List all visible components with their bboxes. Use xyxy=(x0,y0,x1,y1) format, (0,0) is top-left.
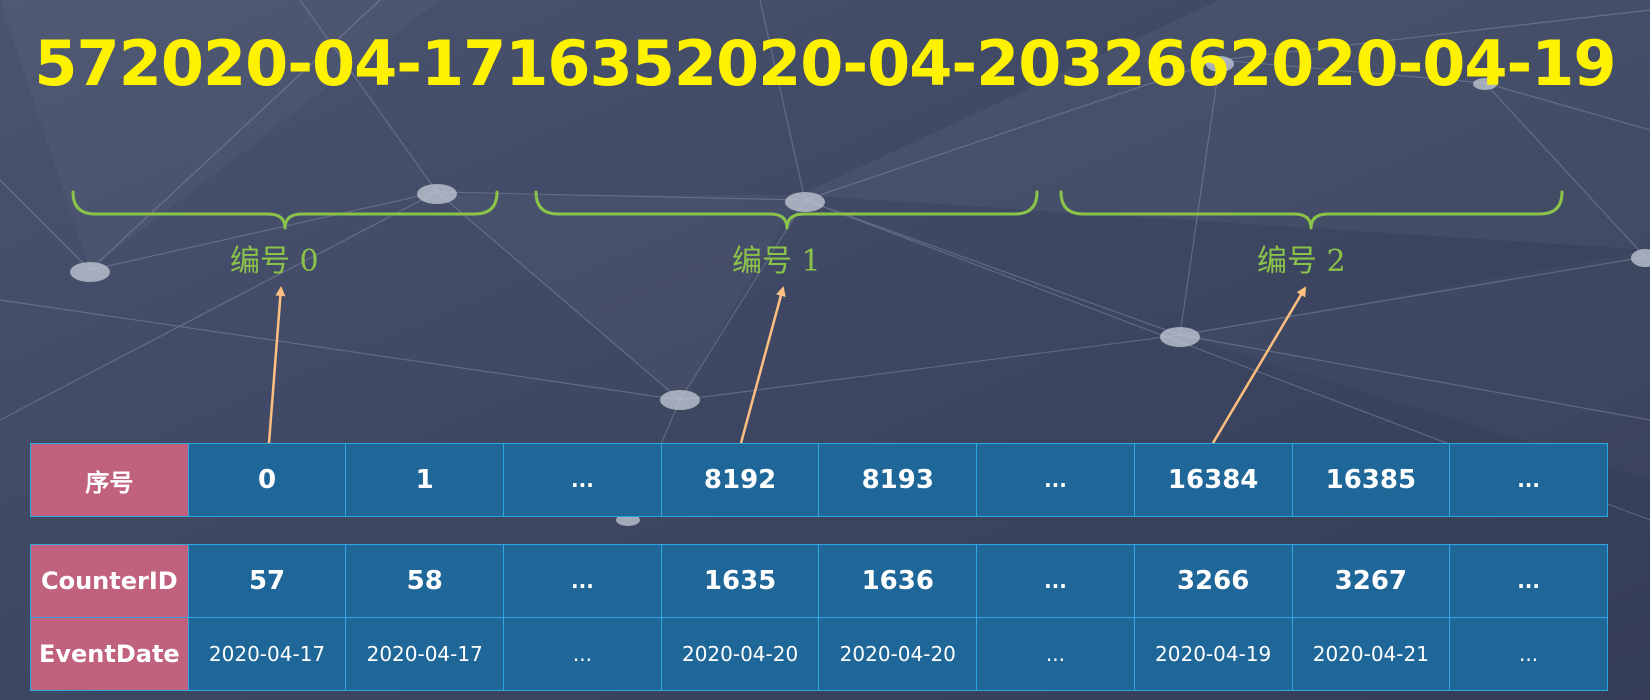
counterid-cell: 3267 xyxy=(1291,544,1451,618)
eventdate-cell: 2020-04-17 xyxy=(345,617,505,691)
index-header: 序号 xyxy=(30,443,189,517)
eventdate-cell: 2020-04-17 xyxy=(187,617,347,691)
brace-2 xyxy=(1059,190,1564,230)
counterid-cell: 1635 xyxy=(660,544,820,618)
counterid-cell: ... xyxy=(503,544,662,618)
arrow-1 xyxy=(739,286,786,444)
index-cell: ... xyxy=(976,443,1135,517)
brace-label-2: 编号 2 xyxy=(1257,244,1346,279)
counterid-cell: 3266 xyxy=(1133,544,1293,618)
eventdate-cell: 2020-04-20 xyxy=(818,617,978,691)
counterid-row: CounterID 57 58 ... 1635 1636 ... 3266 3… xyxy=(30,544,1608,618)
eventdate-cell: 2020-04-19 xyxy=(1133,617,1293,691)
counterid-cell: ... xyxy=(976,544,1135,618)
arrow-2 xyxy=(1211,286,1307,444)
index-cell: 0 xyxy=(187,443,347,517)
eventdate-header: EventDate xyxy=(30,617,189,691)
brace-label-0: 编号 0 xyxy=(230,244,319,279)
counterid-cell: 57 xyxy=(187,544,347,618)
index-cell: 16384 xyxy=(1133,443,1293,517)
arrow-0 xyxy=(267,286,286,444)
counterid-header: CounterID xyxy=(30,544,189,618)
index-row: 序号 0 1 ... 8192 8193 ... 16384 16385 ... xyxy=(30,443,1608,517)
index-cell: 8192 xyxy=(660,443,820,517)
brace-1 xyxy=(534,190,1039,230)
index-table: 序号 0 1 ... 8192 8193 ... 16384 16385 ... xyxy=(30,443,1608,517)
counterid-cell: 1636 xyxy=(818,544,978,618)
index-cell: 16385 xyxy=(1291,443,1451,517)
eventdate-cell: ... xyxy=(503,617,662,691)
index-cell: ... xyxy=(503,443,662,517)
eventdate-cell: 2020-04-21 xyxy=(1291,617,1451,691)
page-title: 572020-04-1716352020-04-2032662020-04-19 xyxy=(34,27,1616,100)
brace-label-1: 编号 1 xyxy=(732,244,821,279)
eventdate-cell: ... xyxy=(1449,617,1608,691)
brace-0 xyxy=(71,190,499,230)
eventdate-cell: ... xyxy=(976,617,1135,691)
index-cell: ... xyxy=(1449,443,1608,517)
index-cell: 8193 xyxy=(818,443,978,517)
data-table: CounterID 57 58 ... 1635 1636 ... 3266 3… xyxy=(30,544,1608,691)
eventdate-cell: 2020-04-20 xyxy=(660,617,820,691)
counterid-cell: 58 xyxy=(345,544,505,618)
eventdate-row: EventDate 2020-04-17 2020-04-17 ... 2020… xyxy=(30,617,1608,691)
index-cell: 1 xyxy=(345,443,505,517)
counterid-cell: ... xyxy=(1449,544,1608,618)
